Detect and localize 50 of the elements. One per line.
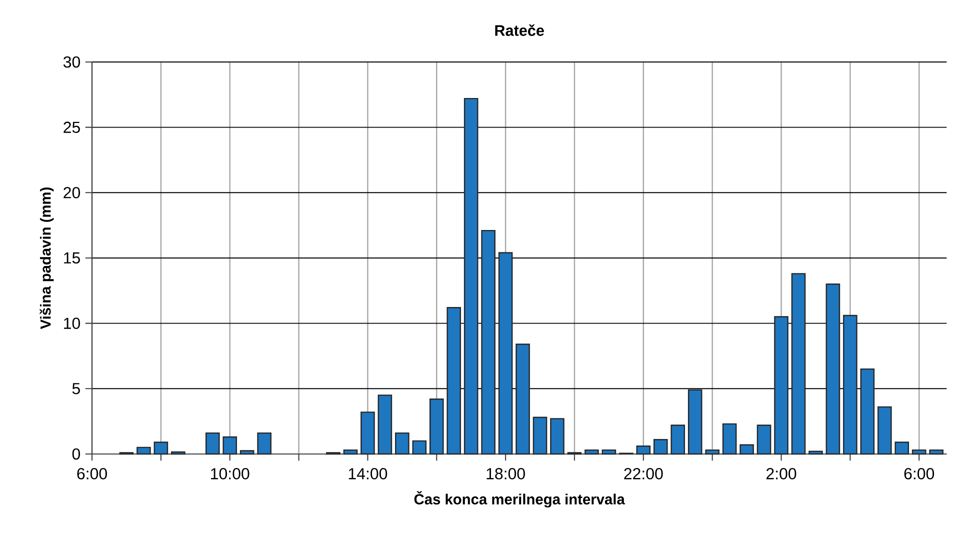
bar — [481, 230, 496, 455]
x-tick-label: 6:00 — [77, 468, 107, 480]
bar — [532, 416, 548, 455]
x-tick-label: 18:00 — [486, 468, 525, 480]
bar — [412, 440, 427, 455]
bar — [929, 449, 944, 455]
bar — [894, 442, 910, 455]
x-axis-title: Čas konca merilnega intervala — [414, 491, 625, 508]
bar — [446, 307, 462, 455]
x-tick-label: 6:00 — [904, 468, 934, 480]
bar — [688, 389, 702, 455]
x-tick-label: 2:00 — [766, 468, 796, 480]
bar — [774, 316, 788, 455]
bar — [516, 344, 530, 455]
bar — [860, 368, 875, 455]
bar — [550, 418, 564, 455]
bar — [343, 449, 358, 455]
bar — [877, 406, 892, 455]
bar — [429, 398, 444, 455]
y-tick-label: 5 — [72, 383, 80, 394]
y-tick-label: 10 — [64, 318, 80, 329]
bar — [722, 423, 737, 455]
y-axis-title: Višina padavin (mm) — [40, 188, 54, 330]
bar — [740, 444, 754, 455]
y-tick-label: 15 — [64, 252, 80, 264]
bar — [756, 424, 772, 455]
bar — [602, 449, 616, 455]
y-tick-label: 25 — [64, 122, 80, 133]
y-tick-label: 30 — [63, 56, 80, 68]
bar — [808, 450, 823, 455]
bar — [584, 449, 599, 455]
bar — [395, 432, 410, 455]
x-tick-label: 10:00 — [211, 468, 250, 480]
y-tick-label: 20 — [64, 186, 80, 198]
bar — [843, 314, 858, 455]
x-tick-label: 14:00 — [348, 468, 388, 480]
bar — [653, 439, 668, 455]
chart-title: Rateče — [495, 24, 544, 36]
bar — [826, 284, 840, 455]
bar — [912, 449, 926, 455]
bar — [705, 449, 720, 455]
x-tick-label: 22:00 — [624, 468, 663, 480]
bar — [378, 394, 392, 455]
y-tick-label: 0 — [72, 448, 80, 460]
bar — [670, 424, 686, 455]
bar — [498, 252, 513, 455]
bar — [791, 273, 806, 455]
bar — [360, 412, 375, 455]
bar — [464, 98, 478, 455]
bar — [636, 446, 651, 455]
